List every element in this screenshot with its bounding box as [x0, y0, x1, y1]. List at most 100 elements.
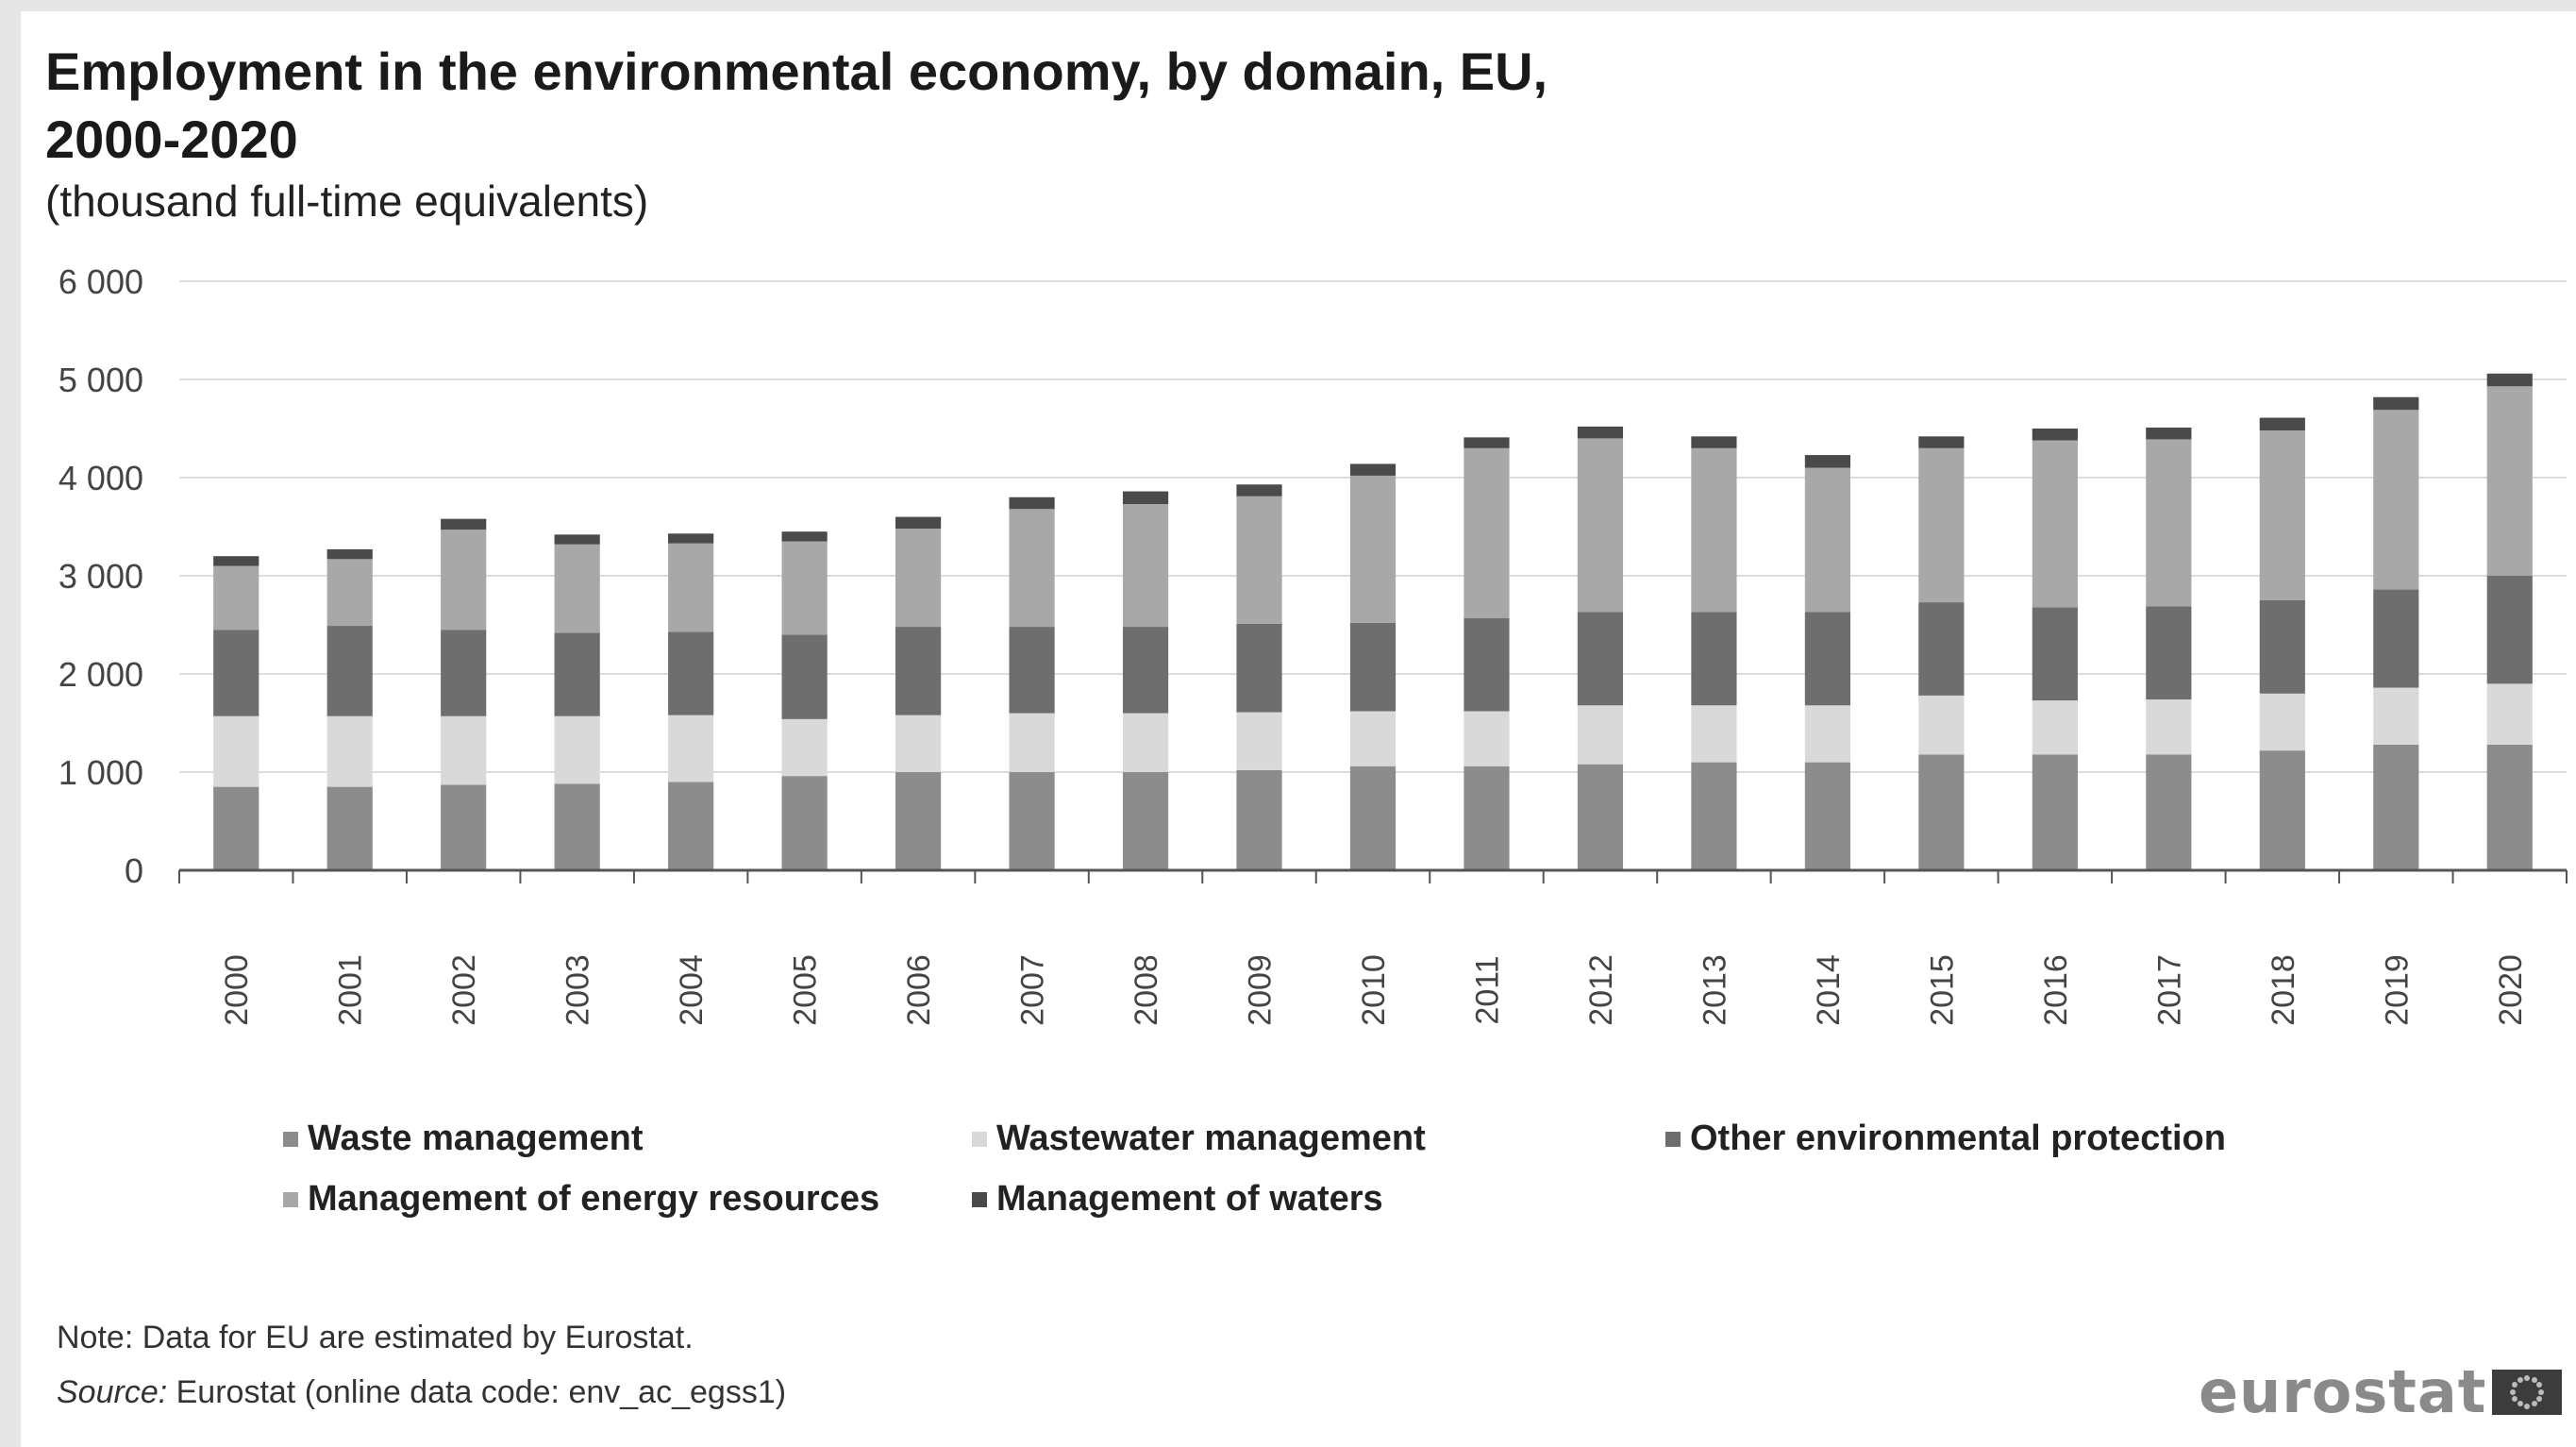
- bar-segment: [1577, 438, 1624, 613]
- bar-segment: [1009, 496, 1055, 510]
- logo-text: eurostat: [2199, 1357, 2487, 1426]
- bar-segment: [2373, 589, 2419, 688]
- bar-segment: [441, 715, 487, 785]
- bar-segment: [1349, 463, 1397, 476]
- x-tick-label: 2016: [2038, 954, 2074, 1026]
- bar-segment: [781, 531, 828, 542]
- bar-segment: [213, 630, 259, 716]
- x-tick-label: 2007: [1015, 954, 1051, 1026]
- bar-segment: [326, 786, 373, 870]
- y-tick-label: 5 000: [59, 361, 143, 399]
- legend-label: Other environmental protection: [1690, 1119, 2226, 1158]
- source-text: Eurostat (online data code: env_ac_egss1…: [167, 1374, 787, 1410]
- bar-segment: [2146, 606, 2192, 700]
- bar-segment: [2373, 410, 2419, 590]
- bar-segment: [1577, 705, 1624, 765]
- y-tick-label: 4 000: [59, 459, 143, 497]
- bar-segment: [2032, 607, 2078, 701]
- bar-segment: [441, 784, 487, 870]
- bar-segment: [2486, 576, 2533, 684]
- bar-segment: [1122, 504, 1169, 628]
- bar-segment: [1464, 766, 1510, 870]
- bar-segment: [1918, 754, 1965, 870]
- bar-segment: [781, 541, 828, 635]
- bar-segment: [1804, 612, 1850, 706]
- bar-segment: [2032, 440, 2078, 608]
- bar-segment: [213, 786, 259, 870]
- legend-label: Management of energy resources: [308, 1179, 880, 1219]
- bar-segment: [1236, 484, 1282, 496]
- bars: [213, 373, 2533, 870]
- bar-segment: [895, 627, 942, 715]
- x-tick-label: 2009: [1243, 954, 1279, 1026]
- bar-segment: [213, 565, 259, 631]
- x-tick-label: 2012: [1583, 954, 1619, 1026]
- bar-segment: [554, 783, 600, 870]
- bar-segment: [441, 518, 487, 530]
- bar-segment: [781, 634, 828, 719]
- bar-segment: [554, 544, 600, 633]
- bar-segment: [554, 534, 600, 545]
- bar-segment: [1691, 762, 1737, 870]
- legend-label: Management of waters: [996, 1179, 1383, 1219]
- bar-segment: [1236, 769, 1282, 870]
- bar-segment: [1122, 491, 1169, 505]
- x-tick-label: 2010: [1356, 954, 1392, 1026]
- legend-swatch: [283, 1131, 298, 1147]
- eurostat-logo: eurostat: [2199, 1357, 2563, 1426]
- y-axis: 0 1 000 2 000 3 000 4 000 5 000 6 000: [59, 262, 143, 890]
- legend-item: Other environmental protection: [1665, 1119, 2226, 1159]
- bar-segment: [2486, 386, 2533, 576]
- bar-segment: [326, 715, 373, 787]
- x-tick-label: 2014: [1811, 954, 1847, 1026]
- bar-segment: [668, 715, 714, 782]
- bar-segment: [213, 556, 259, 566]
- y-tick-label: 3 000: [59, 557, 143, 596]
- legend-item: Management of waters: [972, 1179, 1383, 1220]
- bar-segment: [668, 533, 714, 544]
- bar-segment: [1918, 436, 1965, 448]
- bar-segment: [1236, 623, 1282, 713]
- eu-flag-icon: [2492, 1369, 2563, 1415]
- bar-segment: [2032, 700, 2078, 755]
- bar-segment: [895, 516, 942, 530]
- y-tick-label: 1 000: [59, 753, 143, 792]
- x-tick-label: 2019: [2379, 954, 2415, 1026]
- bar-segment: [1577, 764, 1624, 870]
- bar-segment: [668, 782, 714, 870]
- bar-segment: [1918, 447, 1965, 603]
- bar-segment: [895, 529, 942, 628]
- bar-segment: [2259, 750, 2305, 870]
- chart-source: Source: Eurostat (online data code: env_…: [57, 1374, 786, 1411]
- x-tick-label: 2000: [219, 954, 255, 1026]
- bar-segment: [2259, 600, 2305, 694]
- bar-segment: [895, 715, 942, 772]
- bar-segment: [2373, 744, 2419, 870]
- bar-segment: [2373, 396, 2419, 411]
- bar-segment: [554, 715, 600, 784]
- bar-segment: [668, 543, 714, 632]
- bar-segment: [1236, 496, 1282, 624]
- x-tick-label: 2017: [2151, 954, 2187, 1026]
- legend-item: Waste management: [283, 1119, 643, 1159]
- bar-segment: [2032, 754, 2078, 870]
- bar-segment: [554, 632, 600, 716]
- bar-segment: [781, 776, 828, 870]
- bar-segment: [1577, 612, 1624, 706]
- chart-title: Employment in the environmental economy,…: [45, 42, 1548, 169]
- bar-segment: [326, 548, 373, 560]
- bar-segment: [2259, 430, 2305, 600]
- x-tick-label: 2013: [1697, 954, 1732, 1026]
- bar-segment: [1804, 455, 1850, 468]
- bar-segment: [2146, 439, 2192, 607]
- legend-item: Management of energy resources: [283, 1179, 879, 1220]
- bar-segment: [1804, 705, 1850, 763]
- x-tick-label: 2020: [2493, 954, 2529, 1026]
- bar-segment: [2373, 687, 2419, 745]
- bar-segment: [2259, 417, 2305, 431]
- bar-segment: [2486, 683, 2533, 745]
- legend: Waste management Wastewater management Oth…: [283, 1119, 2359, 1241]
- bar-segment: [1236, 712, 1282, 770]
- bar-segment: [1464, 711, 1510, 766]
- y-tick-label: 2 000: [59, 655, 143, 694]
